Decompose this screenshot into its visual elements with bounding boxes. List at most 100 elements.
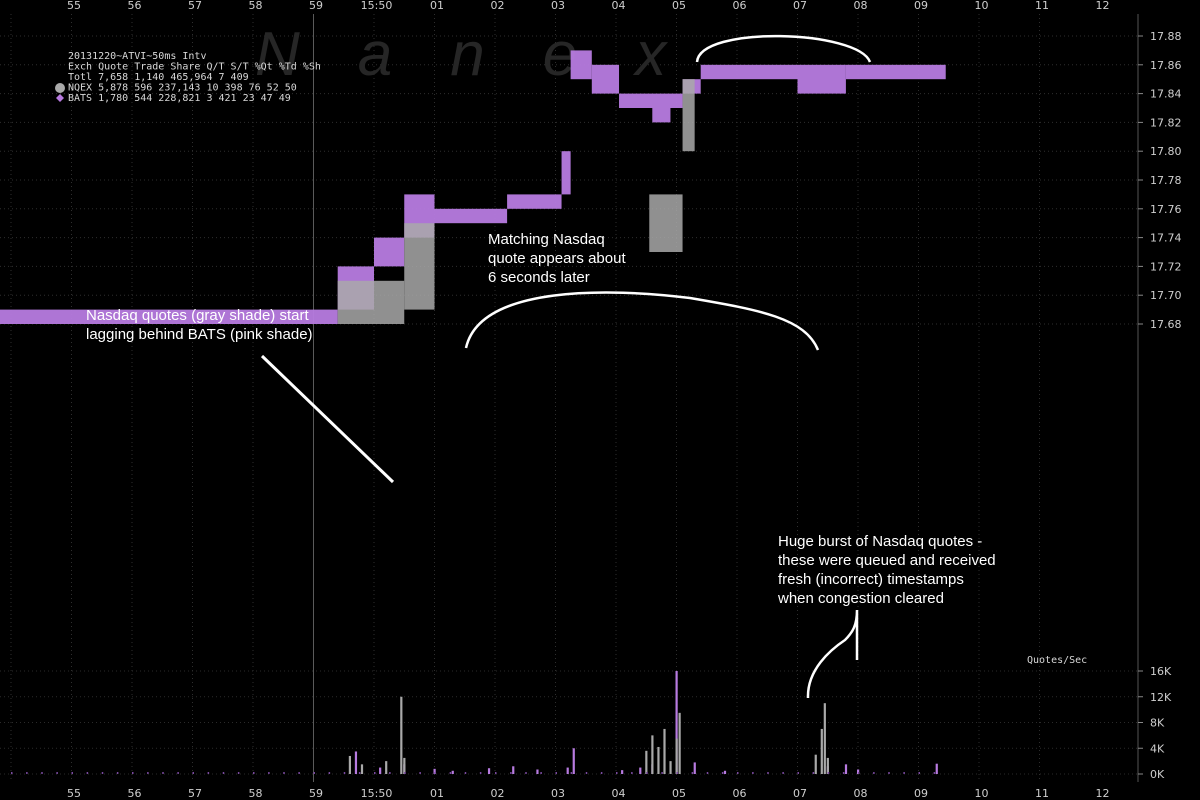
annotation-text-line: Matching Nasdaq xyxy=(488,231,605,248)
quote-rate-bar-nqex xyxy=(814,754,817,774)
quote-rate-bar-bats xyxy=(675,671,678,774)
volume-tick-label: 4K xyxy=(1150,742,1165,755)
quote-rate-bar-nqex xyxy=(651,735,654,774)
quote-rate-baseline-tick xyxy=(162,772,164,774)
quote-band-nqex xyxy=(649,194,683,252)
x-tick-label-bottom: 59 xyxy=(309,787,323,800)
quote-rate-baseline-tick xyxy=(903,772,905,774)
x-tick-label-top: 55 xyxy=(67,0,81,12)
quote-rate-baseline-tick xyxy=(510,772,512,774)
volume-tick-label: 0K xyxy=(1150,768,1165,781)
x-tick-label-bottom: 15:50 xyxy=(361,787,393,800)
quote-band-bats xyxy=(797,64,846,94)
x-tick-label-top: 15:50 xyxy=(361,0,393,12)
quote-rate-baseline-tick xyxy=(827,772,830,774)
volume-tick-label: 16K xyxy=(1150,665,1172,678)
stats-row: NQEX 5,878 596 237,143 10 398 76 52 50 xyxy=(68,83,297,94)
quote-band-bats xyxy=(570,50,592,80)
quote-rate-baseline-tick xyxy=(842,772,845,774)
quote-rate-baseline-tick xyxy=(646,772,648,774)
nqex-legend-icon xyxy=(55,83,65,93)
quote-band-nqex xyxy=(337,280,405,324)
price-tick-label: 17.82 xyxy=(1150,116,1182,129)
quote-rate-bar-bats xyxy=(354,751,358,774)
quote-bands xyxy=(0,50,946,324)
quote-rate-baseline-tick xyxy=(374,772,376,774)
quote-rate-baseline-tick xyxy=(177,772,179,774)
quote-rate-baseline-tick xyxy=(479,772,482,774)
x-tick-label-top: 03 xyxy=(551,0,565,12)
quote-rate-baseline-tick xyxy=(752,772,754,774)
annotation-text-line: when congestion cleared xyxy=(777,590,944,607)
quote-rate-bar-bats xyxy=(512,766,515,774)
quote-band-bats xyxy=(652,108,671,123)
quote-rate-bar-bats xyxy=(572,748,575,774)
volume-axis: 16K 12K 8K 4K 0K xyxy=(1138,665,1172,781)
stats-row: 20131220~ATVI~50ms Intv xyxy=(68,51,206,62)
quote-band-bats xyxy=(434,208,508,224)
quote-rate-bar-bats xyxy=(723,770,727,774)
price-tick-label: 17.76 xyxy=(1150,203,1182,216)
quote-rate-baseline-tick xyxy=(116,772,119,774)
quote-rate-bar-bats xyxy=(536,769,539,774)
quote-rate-baseline-tick xyxy=(389,772,391,774)
quote-rate-baseline-tick xyxy=(328,772,331,774)
quote-band-bats xyxy=(561,151,571,195)
x-tick-label-bottom: 58 xyxy=(249,787,263,800)
x-tick-label-bottom: 12 xyxy=(1096,787,1110,800)
watermark-text: Nanex xyxy=(255,20,724,89)
quote-rate-bar-nqex xyxy=(657,746,660,774)
quote-rate-bar-bats xyxy=(639,767,642,774)
quote-rate-baseline-tick xyxy=(555,772,557,774)
chart-grid xyxy=(0,14,1139,782)
quote-rate-bar-nqex xyxy=(645,750,648,774)
quote-rate-bar-bats xyxy=(935,763,938,774)
quote-rate-baseline-tick xyxy=(449,772,452,774)
quote-rate-baseline-tick xyxy=(132,772,134,774)
quote-rate-baseline-tick xyxy=(56,772,58,774)
x-tick-label-bottom: 07 xyxy=(793,787,807,800)
quote-rate-bar-bats xyxy=(857,769,860,774)
quote-band-nqex xyxy=(404,223,435,310)
quote-rate-bar-nqex xyxy=(348,755,351,774)
quote-band-bats xyxy=(845,64,946,80)
quote-rate-baseline-tick xyxy=(237,772,240,774)
quote-rate-baseline-tick xyxy=(222,772,225,774)
quote-rate-baseline-tick xyxy=(888,772,890,774)
x-tick-label-bottom: 10 xyxy=(975,787,989,800)
quote-rate-baseline-tick xyxy=(11,772,13,774)
quote-band-bats xyxy=(0,309,338,324)
quote-rate-baseline-tick xyxy=(26,772,28,774)
quote-rate-baseline-tick xyxy=(495,772,497,774)
x-tick-label-top: 01 xyxy=(430,0,444,12)
quote-rate-bar-bats xyxy=(433,768,436,774)
annotation-text-line: Huge burst of Nasdaq quotes - xyxy=(778,533,982,550)
quote-rate-baseline-tick xyxy=(661,772,663,774)
quote-rate-baseline-tick xyxy=(86,772,89,774)
x-tick-label-top: 04 xyxy=(612,0,626,12)
x-tick-label-bottom: 04 xyxy=(612,787,626,800)
quote-band-bats xyxy=(700,64,798,80)
quote-rate-bar-nqex xyxy=(675,738,678,774)
quote-rate-baseline-tick xyxy=(313,772,315,774)
x-tick-label-top: 02 xyxy=(491,0,505,12)
quote-rate-baseline-tick xyxy=(782,772,784,774)
quote-rate-bar-bats xyxy=(693,762,696,774)
quote-rate-baseline-tick xyxy=(600,772,603,774)
x-tick-label-top: 07 xyxy=(793,0,807,12)
quote-rate-baseline-tick xyxy=(283,772,285,774)
quote-rate-bar-nqex xyxy=(360,764,364,774)
quote-rate-baseline-tick xyxy=(434,772,436,774)
quote-rate-bar-nqex xyxy=(669,761,672,774)
volume-tick-label: 12K xyxy=(1150,691,1172,704)
price-tick-label: 17.72 xyxy=(1150,260,1182,273)
x-tick-label-bottom: 02 xyxy=(491,787,505,800)
quote-rate-baseline-tick xyxy=(192,772,194,774)
quote-rate-baseline-tick xyxy=(525,772,527,774)
quote-rate-baseline-tick xyxy=(540,772,542,774)
quote-rate-baseline-tick xyxy=(918,772,920,774)
x-tick-label-top: 59 xyxy=(309,0,323,12)
x-tick-label-bottom: 11 xyxy=(1035,787,1049,800)
quote-rate-baseline-tick xyxy=(737,772,739,774)
quote-rate-baseline-tick xyxy=(631,772,633,774)
